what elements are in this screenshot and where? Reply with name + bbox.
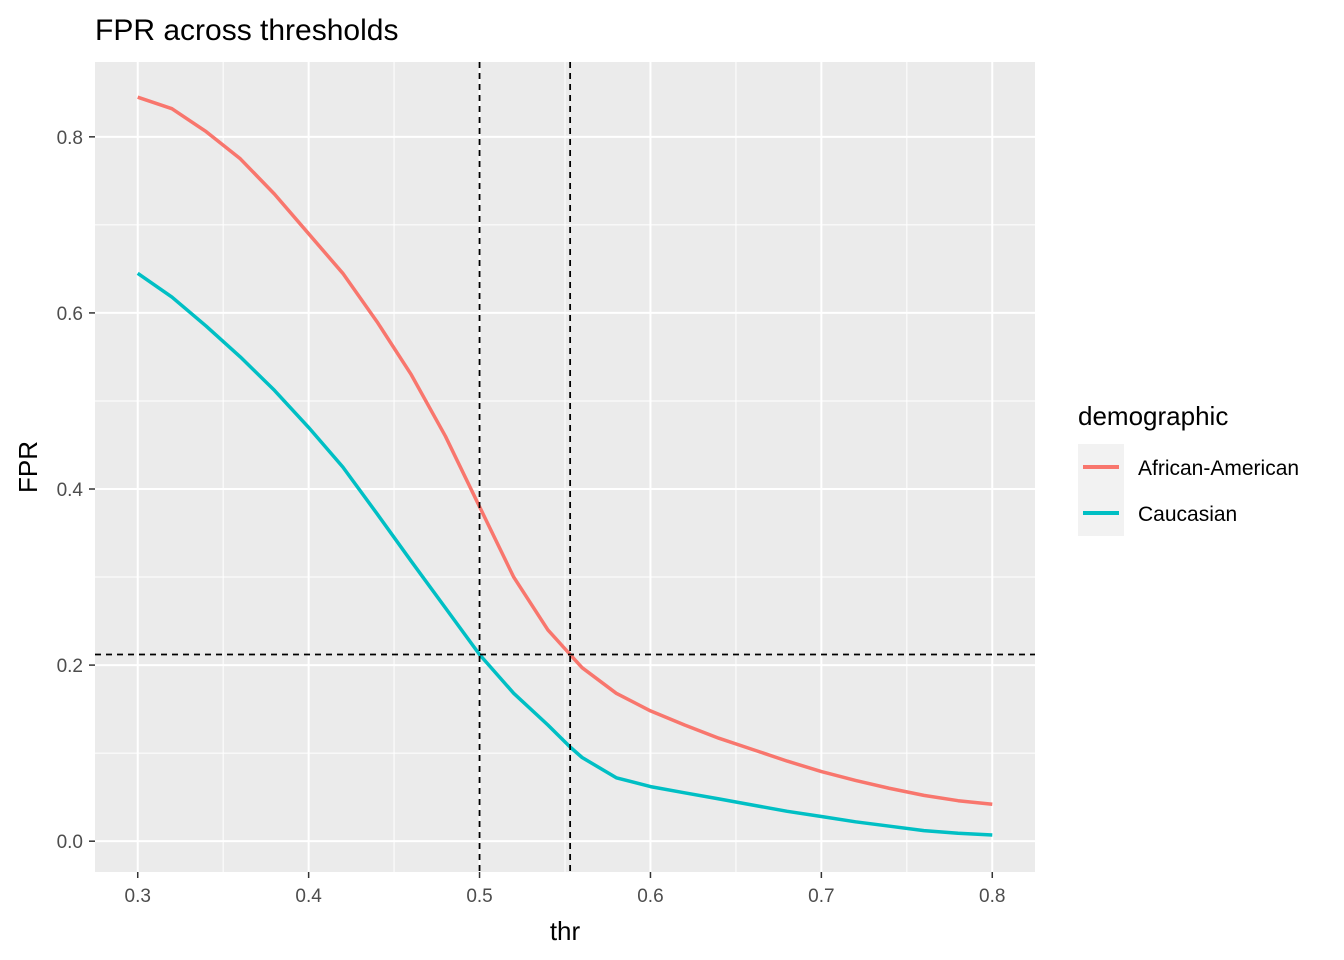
x-tick-label: 0.8 — [979, 886, 1005, 907]
x-tick-label: 0.5 — [466, 886, 492, 907]
y-tick-label: 0.8 — [57, 128, 83, 149]
x-axis-title: thr — [550, 916, 581, 946]
y-axis-title: FPR — [13, 441, 43, 493]
legend-label: Caucasian — [1138, 503, 1237, 526]
chart-title: FPR across thresholds — [95, 14, 398, 47]
legend-label: African-American — [1138, 457, 1299, 480]
x-tick-label: 0.4 — [295, 886, 322, 907]
y-tick-label: 0.0 — [57, 832, 83, 853]
x-tick-label: 0.6 — [637, 886, 663, 907]
y-tick-label: 0.2 — [57, 656, 83, 677]
legend-key-background — [1078, 444, 1124, 536]
legend-title: demographic — [1078, 401, 1228, 431]
legend: demographic African-American Caucasian — [1078, 401, 1299, 536]
grid-lines — [95, 62, 1035, 872]
x-axis: 0.3 0.4 0.5 0.6 0.7 0.8 — [125, 872, 1005, 907]
y-tick-label: 0.6 — [57, 304, 83, 325]
reference-lines — [95, 62, 1035, 872]
x-tick-label: 0.3 — [125, 886, 151, 907]
y-axis: 0.0 0.2 0.4 0.6 0.8 — [57, 128, 95, 853]
y-tick-label: 0.4 — [57, 480, 84, 501]
x-tick-label: 0.7 — [808, 886, 834, 907]
